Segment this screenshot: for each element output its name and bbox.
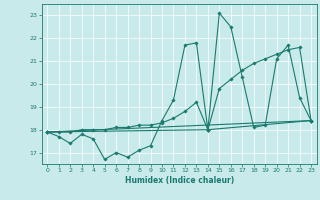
X-axis label: Humidex (Indice chaleur): Humidex (Indice chaleur) (124, 176, 234, 185)
